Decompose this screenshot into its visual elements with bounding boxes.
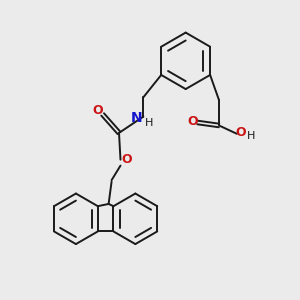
Text: H: H [145, 118, 153, 128]
Text: O: O [187, 115, 198, 128]
Text: O: O [122, 153, 132, 166]
Text: H: H [247, 131, 255, 141]
Text: N: N [131, 111, 143, 125]
Text: O: O [92, 104, 103, 117]
Text: O: O [236, 126, 246, 140]
